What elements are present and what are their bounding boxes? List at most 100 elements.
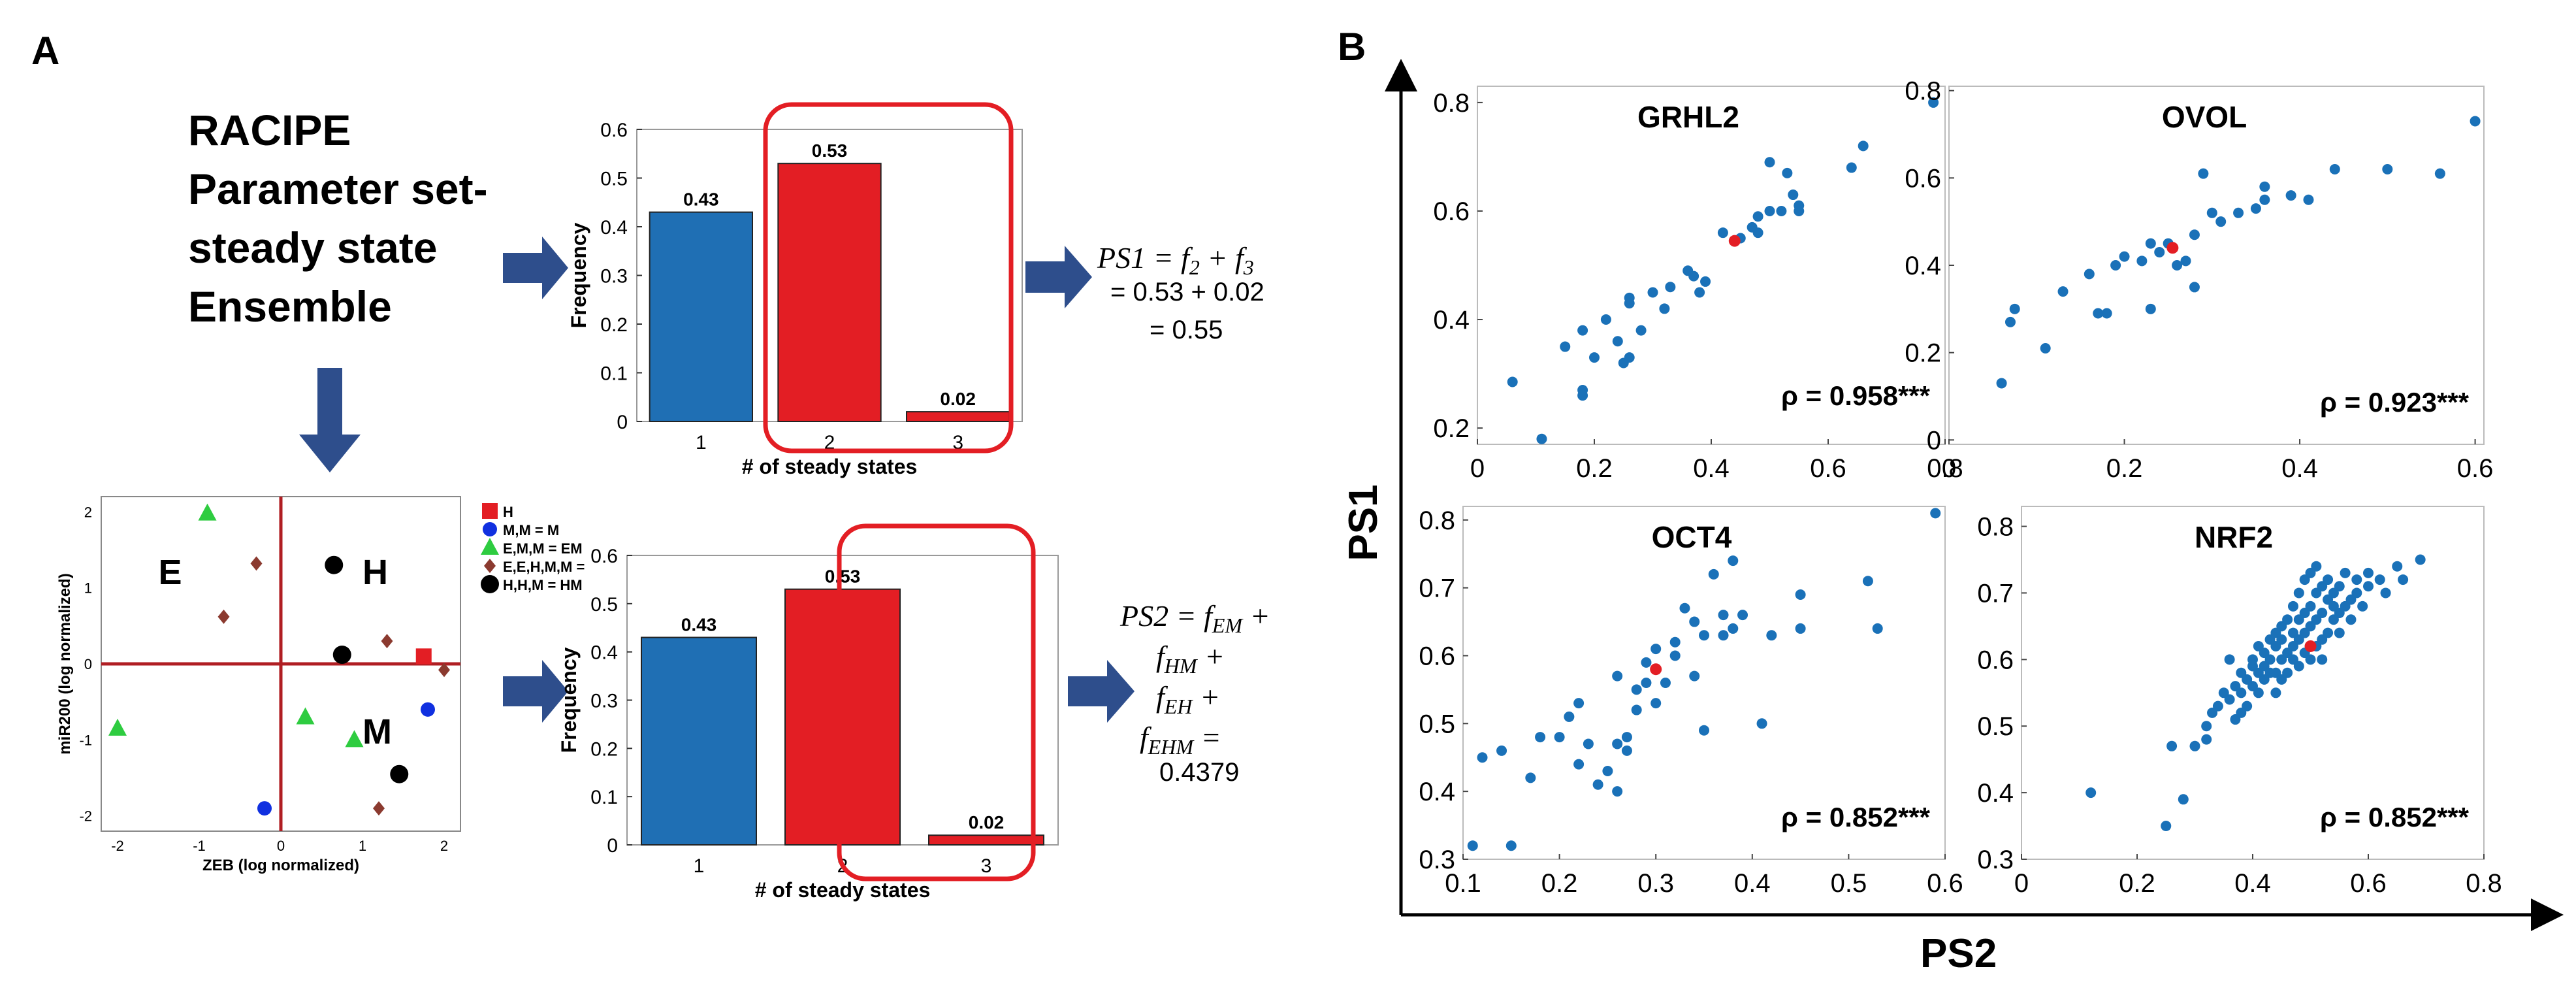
data-point [1560,341,1571,352]
emt-x-label: ZEB (log normalized) [202,857,359,874]
data-point [2317,654,2328,665]
y-axis-label: Frequency [567,222,590,328]
data-point [2136,255,2148,267]
correlation-annotation: ρ = 0.852*** [1781,802,1931,832]
scatter-frame [1462,506,1946,860]
arrow-bar-to-ps1 [1025,246,1092,308]
data-point [1728,555,1739,567]
data-point [1862,576,1873,587]
emt-point-square [415,648,432,665]
data-point [2398,574,2409,585]
data-point [1718,630,1729,641]
data-point [2293,587,2304,599]
data-point [2270,687,2281,699]
data-point [1573,698,1585,709]
data-point [2334,581,2345,592]
panel-b-axes: PS2 PS1 [1341,59,2564,976]
data-point [1624,352,1635,363]
racipe-line-4: Ensemble [188,282,392,331]
x-tick-label: 0.8 [2466,869,2502,898]
data-point [2198,168,2209,179]
data-point [2382,163,2393,174]
y-tick-label: 0.2 [1433,414,1470,443]
data-point [2329,163,2340,174]
emt-point-triangle [296,707,315,725]
bar-value-label: 0.02 [969,812,1005,832]
region-label-e: E [159,553,182,592]
data-point [1708,568,1719,580]
bar-2 [784,588,901,846]
data-point [1689,616,1700,627]
emt-point-circle_black [325,555,344,574]
data-point [2276,674,2287,685]
data-point [2224,654,2235,665]
data-point [1776,205,1787,216]
legend-marker [482,503,498,519]
correlation-annotation: ρ = 0.958*** [1781,380,1931,411]
data-point [1535,732,1546,743]
x-tick-label: 0.5 [1831,869,1867,898]
data-point [1669,650,1681,661]
x-tick-label: 0.4 [2234,869,2271,898]
data-point [1766,630,1777,641]
data-point [2057,286,2069,297]
y-tick-label: 0.4 [600,217,628,238]
data-point [1996,378,2007,389]
y-tick-label: 0.4 [1433,306,1470,335]
data-point [1621,732,1632,743]
data-point [1496,745,1507,756]
y-axis-label: Frequency [557,647,581,753]
x-tick-label: 0.4 [1693,454,1730,483]
y-tick-label: 0.8 [1905,77,1941,106]
emt-point-diamond [250,556,263,571]
y-tick-label: 0.4 [1977,779,2014,808]
legend-marker [481,575,499,593]
ps2-formula: PS2 = fEM + fHM + fEH + fEHM = 0.4379 [1119,599,1270,787]
data-point [1635,325,1647,336]
x-tick-label: 0.2 [1541,869,1578,898]
y-tick-label: 0.6 [1905,164,1941,193]
data-point [1612,670,1623,682]
data-point [2305,600,2316,612]
highlight-point [1650,663,1662,676]
legend-marker [483,522,497,536]
data-point [1700,276,1711,287]
data-point [2110,260,2121,271]
region-label-m: M [362,712,392,751]
x-tick-label: 0.2 [2106,454,2143,483]
bar-1 [641,636,757,846]
y-tick-label: 0.3 [1977,846,2014,874]
data-point [1577,325,1588,336]
data-point [1650,698,1662,709]
data-point [2166,740,2178,751]
data-point [2224,694,2235,705]
ps2-formula-line1: PS2 = fEM + [1119,599,1270,637]
highlight-point [1728,235,1741,247]
correlation-annotation: ρ = 0.852*** [2320,802,2470,832]
data-point [1782,167,1793,178]
data-point [2434,168,2445,179]
x-tick-label: 0.6 [1810,454,1846,483]
racipe-text: RACIPE Parameter set- steady state Ensem… [188,106,488,331]
ps2-formula-line2: fHM + [1156,640,1225,678]
arrow-bar-to-ps2 [1068,660,1135,723]
data-point [2247,654,2258,665]
data-point [1554,732,1565,743]
data-point [2004,316,2016,327]
emt-point-circle_blue [421,702,435,717]
data-point [2253,687,2264,699]
y-tick-label: 0.5 [1419,710,1455,738]
emt-point-circle_blue [257,801,272,816]
data-point [2305,654,2316,665]
bar-3 [928,834,1044,846]
x-tick-label: 0 [1942,454,1956,483]
ps1-formula: PS1 = f2 + f3 = 0.53 + 0.02 = 0.55 [1097,241,1264,344]
bar-3 [906,411,1010,422]
bar-value-label: 0.53 [812,140,848,161]
data-point [1621,745,1632,756]
data-point [2201,721,2212,732]
y-tick-label: 0.5 [590,594,618,616]
y-tick-label: 0.3 [1419,846,1455,874]
data-point [2119,251,2130,262]
